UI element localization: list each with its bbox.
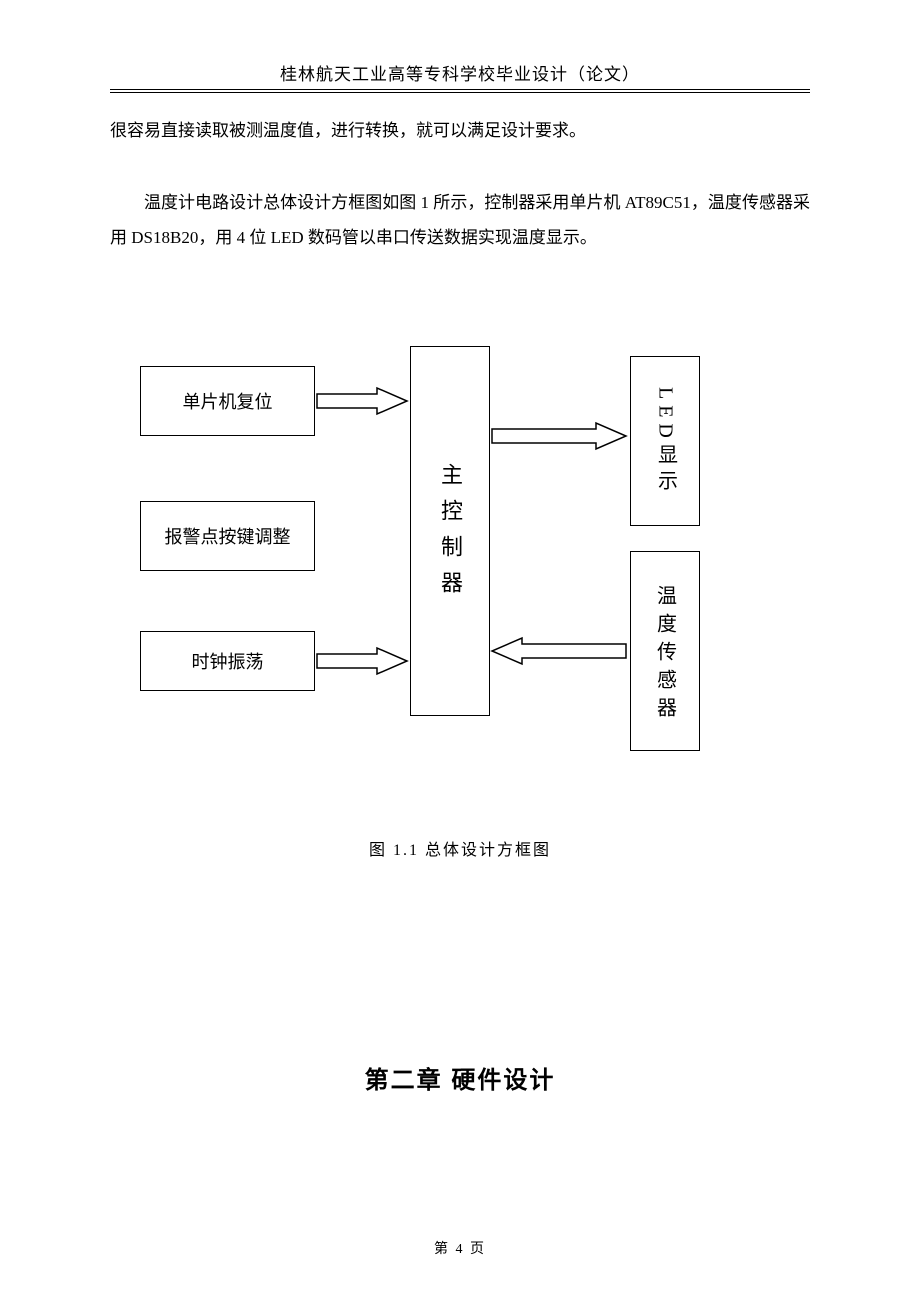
- arrow-reset-to-controller: [317, 388, 409, 414]
- box-alarm: 报警点按键调整: [140, 501, 315, 571]
- header-title: 桂林航天工业高等专科学校毕业设计（论文）: [280, 65, 640, 84]
- paragraph-1: 很容易直接读取被测温度值，进行转换，就可以满足设计要求。: [110, 113, 810, 149]
- chapter-title: 第二章 硬件设计: [110, 1060, 810, 1095]
- box-clock-label: 时钟振荡: [192, 648, 264, 674]
- box-sensor: 温度传感器: [630, 551, 700, 751]
- box-led-label: LED显示: [652, 387, 681, 496]
- header-rule-thin: [110, 92, 810, 93]
- box-reset: 单片机复位: [140, 366, 315, 436]
- box-controller: 主控制器: [410, 346, 490, 716]
- arrow-clock-to-controller: [317, 648, 409, 674]
- box-controller-label: 主控制器: [434, 463, 466, 607]
- box-led: LED显示: [630, 356, 700, 526]
- page-header: 桂林航天工业高等专科学校毕业设计（论文）: [110, 60, 810, 99]
- diagram-caption: 图 1.1 总体设计方框图: [110, 836, 810, 860]
- arrow-controller-to-led: [492, 423, 628, 449]
- box-alarm-label: 报警点按键调整: [165, 523, 291, 549]
- page-number: 第 4 页: [0, 1238, 920, 1258]
- box-clock: 时钟振荡: [140, 631, 315, 691]
- block-diagram: 单片机复位 报警点按键调整 时钟振荡 主控制器 LED显示 温度传感器: [110, 346, 810, 776]
- paragraph-2: 温度计电路设计总体设计方框图如图 1 所示，控制器采用单片机 AT89C51，温…: [110, 185, 810, 256]
- box-sensor-label: 温度传感器: [651, 585, 680, 725]
- header-rule-thick: [110, 89, 810, 90]
- box-reset-label: 单片机复位: [183, 388, 273, 414]
- arrow-sensor-to-controller: [492, 638, 628, 664]
